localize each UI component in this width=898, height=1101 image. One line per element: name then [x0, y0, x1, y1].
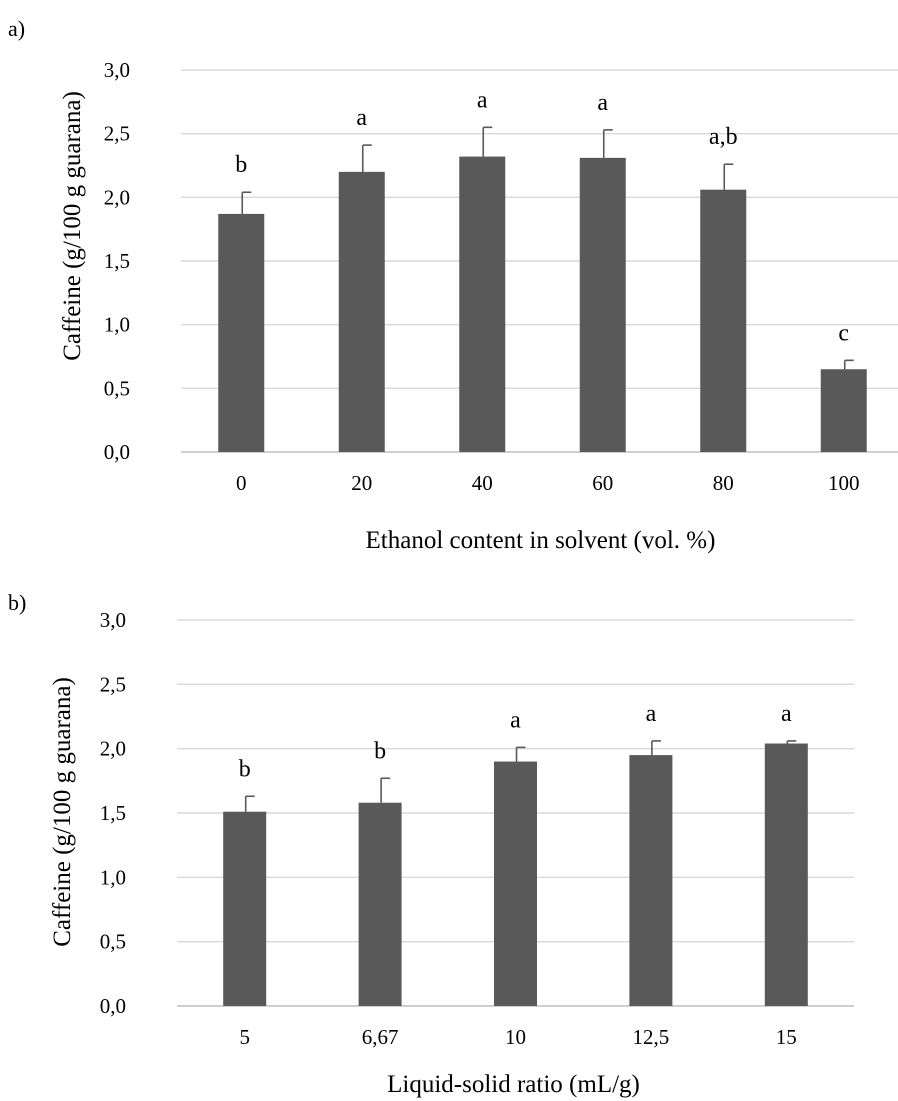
bar [629, 755, 672, 1006]
bar [700, 190, 746, 452]
y-tick-label: 0,0 [100, 994, 126, 1018]
significance-letter: a,b [709, 124, 738, 150]
chart-liquid-solid-ratio: b) 0,0 0,5 1,0 1,5 2,0 2,5 3,0 b 5 b 6,67 a 10 a 12,5 a 1… [8, 590, 854, 1098]
bar [459, 157, 505, 452]
x-tick-label: 100 [828, 471, 860, 495]
y-tick-label: 1,0 [100, 865, 126, 889]
bar [765, 744, 808, 1006]
x-tick-label: 0 [236, 471, 247, 495]
significance-letter: a [646, 701, 657, 727]
y-axis-title: Caffeine (g/100 g guarana) [59, 91, 86, 361]
x-tick-label: 6,67 [362, 1025, 399, 1049]
y-tick-label: 1,0 [104, 313, 130, 337]
chart-ethanol-content: a) 0,0 0,5 1,0 1,5 2,0 2,5 3,0 b 0 a 20 a 40 a 60 a,b 80 c… [8, 16, 898, 554]
x-axis-title: Ethanol content in solvent (vol. %) [366, 527, 716, 554]
bar [580, 158, 626, 452]
panel-label: a) [8, 16, 25, 41]
y-tick-label: 3,0 [100, 608, 126, 632]
y-tick-label: 2,5 [104, 122, 130, 146]
bar [821, 369, 867, 452]
significance-letter: a [510, 707, 521, 733]
y-tick-label: 1,5 [100, 801, 126, 825]
significance-letter: a [597, 90, 608, 116]
y-tick-label: 0,0 [104, 440, 130, 464]
significance-letter: a [356, 105, 367, 131]
x-tick-label: 5 [239, 1025, 250, 1049]
x-tick-label: 60 [592, 471, 613, 495]
y-tick-label: 2,0 [104, 185, 130, 209]
panel-label: b) [8, 590, 26, 615]
bar [223, 812, 266, 1006]
y-axis-title: Caffeine (g/100 g guarana) [49, 677, 76, 947]
y-tick-label: 2,5 [100, 672, 126, 696]
bar [359, 803, 402, 1006]
x-tick-label: 12,5 [633, 1025, 670, 1049]
significance-letter: b [239, 756, 251, 782]
y-tick-label: 1,5 [104, 249, 130, 273]
y-tick-label: 2,0 [100, 737, 126, 761]
significance-letter: b [374, 738, 386, 764]
significance-letter: a [781, 701, 792, 727]
bar [494, 762, 537, 1006]
y-tick-label: 3,0 [104, 58, 130, 82]
y-tick-label: 0,5 [104, 376, 130, 400]
x-tick-label: 80 [713, 471, 734, 495]
significance-letter: a [477, 87, 488, 113]
bar [218, 214, 264, 452]
x-tick-label: 20 [351, 471, 372, 495]
x-tick-label: 15 [776, 1025, 797, 1049]
bar [339, 172, 385, 452]
significance-letter: b [235, 152, 247, 178]
x-axis-title: Liquid-solid ratio (mL/g) [387, 1071, 640, 1098]
significance-letter: c [838, 320, 849, 346]
y-tick-label: 0,5 [100, 930, 126, 954]
x-tick-label: 10 [505, 1025, 526, 1049]
x-tick-label: 40 [472, 471, 493, 495]
